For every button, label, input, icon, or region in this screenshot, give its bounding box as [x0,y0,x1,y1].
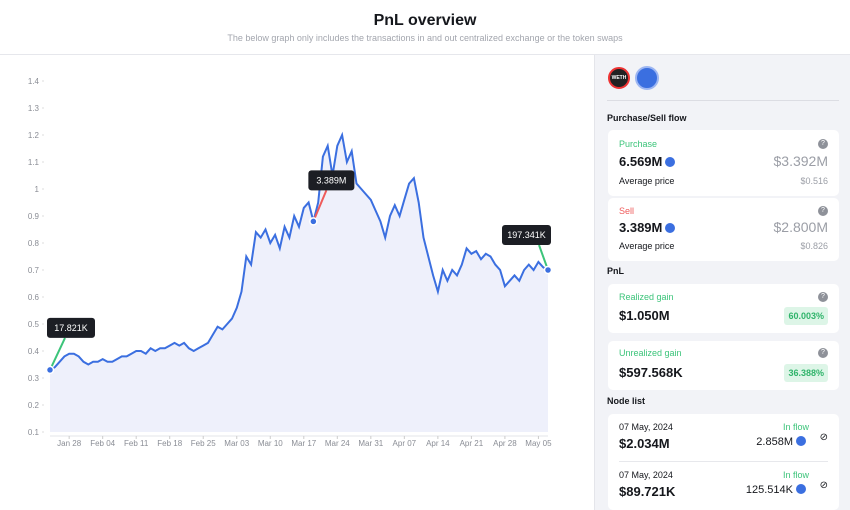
value: $597.568K [619,365,683,380]
coin-icon [665,223,676,233]
purchase-card: Purchase ? 6.569M $3.392M Average price … [608,130,839,196]
amount-text: 125.514K [745,484,793,496]
section-title: Purchase/Sell flow [607,113,687,123]
avg-label: Average price [619,176,675,186]
amount-text: 3.389M [619,220,663,235]
node-date: 07 May, 2024 [619,422,673,432]
area [50,135,548,432]
y-tick-label: 0.8 [28,239,40,248]
label: Realized gain [619,292,674,302]
unrealized-card: Unrealized gain ? $597.568K 36.388% [608,341,839,390]
coin-icon [796,484,806,494]
y-tick-label: 0.5 [28,320,40,329]
side-panel: WETH Purchase/Sell flow Purchase ? 6.569… [594,55,850,510]
point-marker [543,265,553,275]
y-tick-label: 0.2 [28,401,40,410]
x-tick-label: Mar 10 [258,439,283,448]
amount: 3.389M [619,220,676,235]
value: $2.800M [773,219,828,235]
help-icon[interactable]: ? [818,139,828,149]
amount-text: 6.569M [619,154,663,169]
y-tick-label: 1.3 [28,104,40,113]
pct-badge: 60.003% [784,307,828,325]
annotation-line [312,190,328,222]
y-tick-label: 1.1 [28,158,40,167]
amount: 6.569M [619,154,676,169]
x-tick-label: May 05 [525,439,552,448]
title: PnL overview [373,12,477,29]
y-tick-label: 0.4 [28,347,40,356]
point-marker [45,365,55,375]
node-date: 07 May, 2024 [619,470,673,480]
x-tick-label: Feb 18 [157,439,182,448]
y-tick-label: 1.4 [28,77,40,86]
chart: SPOTONCHAIN0.10.20.30.40.50.60.70.80.911… [28,77,553,448]
label: Sell [619,206,635,216]
header: PnL overview The below graph only includ… [0,0,850,55]
x-tick-label: Apr 07 [393,439,417,448]
hide-icon[interactable]: ⊘ [819,432,828,443]
y-tick-label: 0.6 [28,293,40,302]
divider [619,461,828,462]
y-tick-label: 0.7 [28,266,40,275]
x-tick-label: Jan 28 [57,439,82,448]
annotation-box [502,225,551,245]
sell-card: Sell ? 3.389M $2.800M Average price $0.8… [608,198,839,261]
x-tick-label: Feb 25 [191,439,216,448]
annotation-text: 17.821K [54,323,88,333]
annotation-text: 197.341K [507,230,546,240]
x-tick-label: Mar 03 [224,439,249,448]
point-marker [309,217,318,226]
section-title: Node list [607,396,646,406]
x-tick-label: Apr 14 [426,439,450,448]
x-tick-label: Apr 21 [460,439,484,448]
avg: $0.516 [800,176,828,186]
label: Unrealized gain [619,348,682,358]
x-tick-label: Mar 17 [291,439,316,448]
node-card: 07 May, 2024 In flow $2.034M 2.858M ⊘ 07… [608,414,839,510]
annotation-text: 3.389M [316,175,346,185]
node-value: $89.721K [619,484,676,499]
coin-icon [796,436,806,446]
token-icon[interactable]: WETH [608,67,630,89]
annotation-box [47,317,95,338]
y-tick-label: 1 [35,185,40,194]
value: $3.392M [773,153,828,169]
pct-badge: 36.388% [784,364,828,382]
realized-card: Realized gain ? $1.050M 60.003% [608,284,839,333]
section-title: PnL [607,266,624,276]
x-tick-label: Feb 11 [124,439,149,448]
y-tick-label: 0.9 [28,212,40,221]
label: Purchase [619,139,658,149]
annotation-line [538,244,549,271]
help-icon[interactable]: ? [818,206,828,216]
node-amount: 125.514K [746,484,806,496]
subtitle: The below graph only includes the transa… [227,33,623,43]
coin-icon [665,157,676,167]
value: $1.050M [619,308,670,323]
line [49,131,549,371]
node-value: $2.034M [619,436,670,451]
node-flow: In flow [783,470,810,480]
x-tick-label: Mar 24 [325,439,350,448]
divider [607,100,839,101]
x-tick-label: Feb 04 [90,439,115,448]
y-tick-label: 1.2 [28,131,40,140]
token-icon[interactable] [635,66,659,90]
x-tick-label: Apr 28 [493,439,517,448]
node-amount: 2.858M [756,436,806,448]
avg-label: Average price [619,241,675,251]
amount-text: 2.858M [756,436,793,448]
x-tick-label: Mar 31 [358,439,383,448]
hide-icon[interactable]: ⊘ [819,480,828,491]
annotation-box [308,170,355,191]
y-tick-label: 0.3 [28,374,40,383]
avg: $0.826 [800,241,828,251]
node-flow: In flow [783,422,810,432]
annotation-line [49,337,66,371]
help-icon[interactable]: ? [818,292,828,302]
help-icon[interactable]: ? [818,348,828,358]
y-tick-label: 0.1 [28,428,40,437]
